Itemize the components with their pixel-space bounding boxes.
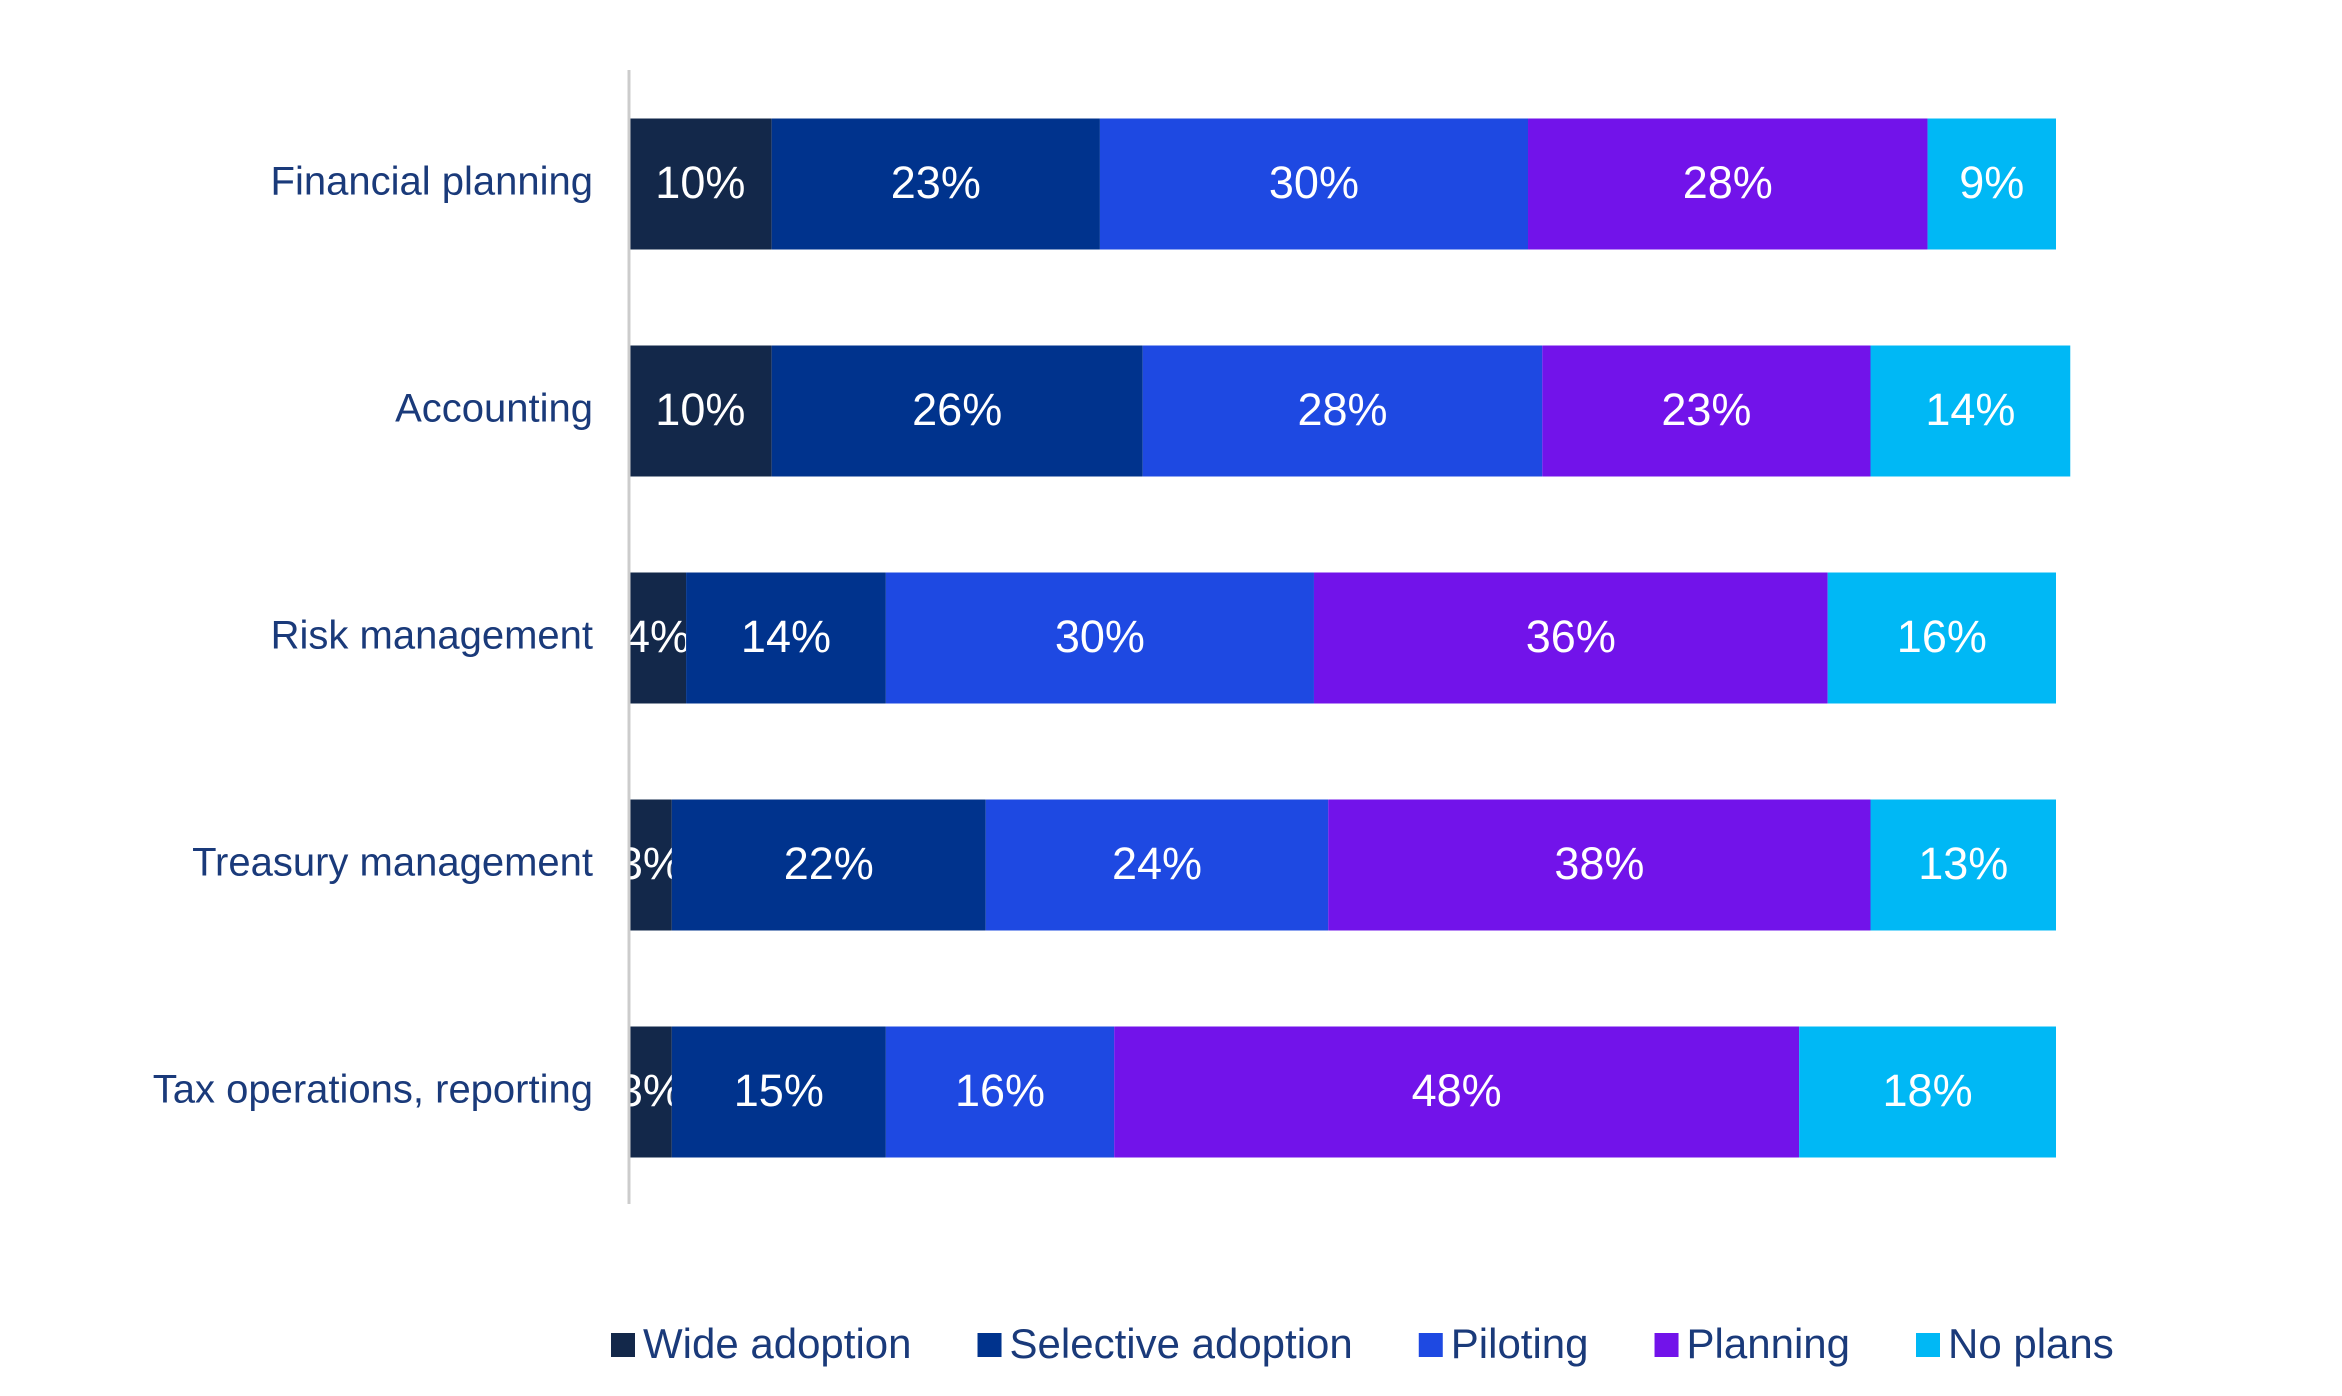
value-label: 10%: [655, 157, 745, 208]
value-label: 30%: [1055, 611, 1145, 662]
legend-label: Wide adoption: [643, 1320, 912, 1367]
bar-segment: [1099, 118, 1529, 250]
legend-swatch: [1654, 1333, 1679, 1357]
bar-segment: [1870, 799, 2056, 931]
legend-label: No plans: [1948, 1320, 2114, 1367]
category-label: Treasury management: [192, 841, 593, 885]
bar-segment: [671, 1026, 886, 1158]
bar-segment: [1542, 345, 1871, 477]
bar-segment: [771, 345, 1143, 477]
value-label: 28%: [1297, 384, 1387, 435]
category-label: Financial planning: [271, 160, 593, 204]
bar-segment: [1827, 572, 2056, 704]
value-label: 14%: [741, 611, 831, 662]
bar-segment: [985, 799, 1329, 931]
value-label: 18%: [1883, 1065, 1973, 1116]
value-label: 15%: [734, 1065, 824, 1116]
bar-segment: [1799, 1026, 2056, 1158]
bar-segment: [686, 572, 886, 704]
value-label: 24%: [1112, 838, 1202, 889]
bar-segment: [1114, 1026, 1800, 1158]
value-label: 16%: [955, 1065, 1045, 1116]
bar-segment: [671, 799, 986, 931]
legend-label: Planning: [1687, 1320, 1850, 1367]
value-label: 22%: [784, 838, 874, 889]
bar-segment: [1870, 345, 2071, 477]
category-label: Accounting: [395, 387, 593, 431]
legend-swatch: [611, 1333, 635, 1357]
value-label: 48%: [1412, 1065, 1502, 1116]
legend-label: Selective adoption: [1010, 1320, 1353, 1367]
category-label: Tax operations, reporting: [153, 1068, 593, 1112]
value-label: 4%: [625, 611, 690, 662]
bar-segment: [1313, 572, 1828, 704]
legend-swatch: [1916, 1333, 1940, 1357]
value-label: 23%: [1661, 384, 1751, 435]
legend-swatch: [977, 1333, 1002, 1357]
value-label: 13%: [1918, 838, 2008, 889]
bar-segment: [1328, 799, 1871, 931]
bar-segment: [629, 1026, 672, 1158]
value-label: 10%: [655, 384, 745, 435]
bar-segment: [1528, 118, 1928, 250]
legend-swatch: [1418, 1333, 1443, 1357]
value-label: 28%: [1683, 157, 1773, 208]
value-label: 26%: [912, 384, 1002, 435]
legend-label: Piloting: [1451, 1320, 1589, 1367]
bar-segment: [771, 118, 1100, 250]
bar-segment: [885, 1026, 1115, 1158]
value-label: 9%: [1959, 157, 2024, 208]
value-label: 36%: [1526, 611, 1616, 662]
bar-segment: [629, 799, 672, 931]
bar-segment: [1142, 345, 1543, 477]
bar-segment: [629, 572, 687, 704]
value-label: 16%: [1897, 611, 1987, 662]
bar-segment: [885, 572, 1314, 704]
category-label: Risk management: [271, 614, 593, 658]
value-label: 23%: [891, 157, 981, 208]
bar-segment: [629, 118, 772, 250]
value-label: 38%: [1554, 838, 1644, 889]
value-label: 14%: [1925, 384, 2015, 435]
bar-segment: [1927, 118, 2056, 250]
value-label: 30%: [1269, 157, 1359, 208]
bar-segment: [629, 345, 772, 477]
